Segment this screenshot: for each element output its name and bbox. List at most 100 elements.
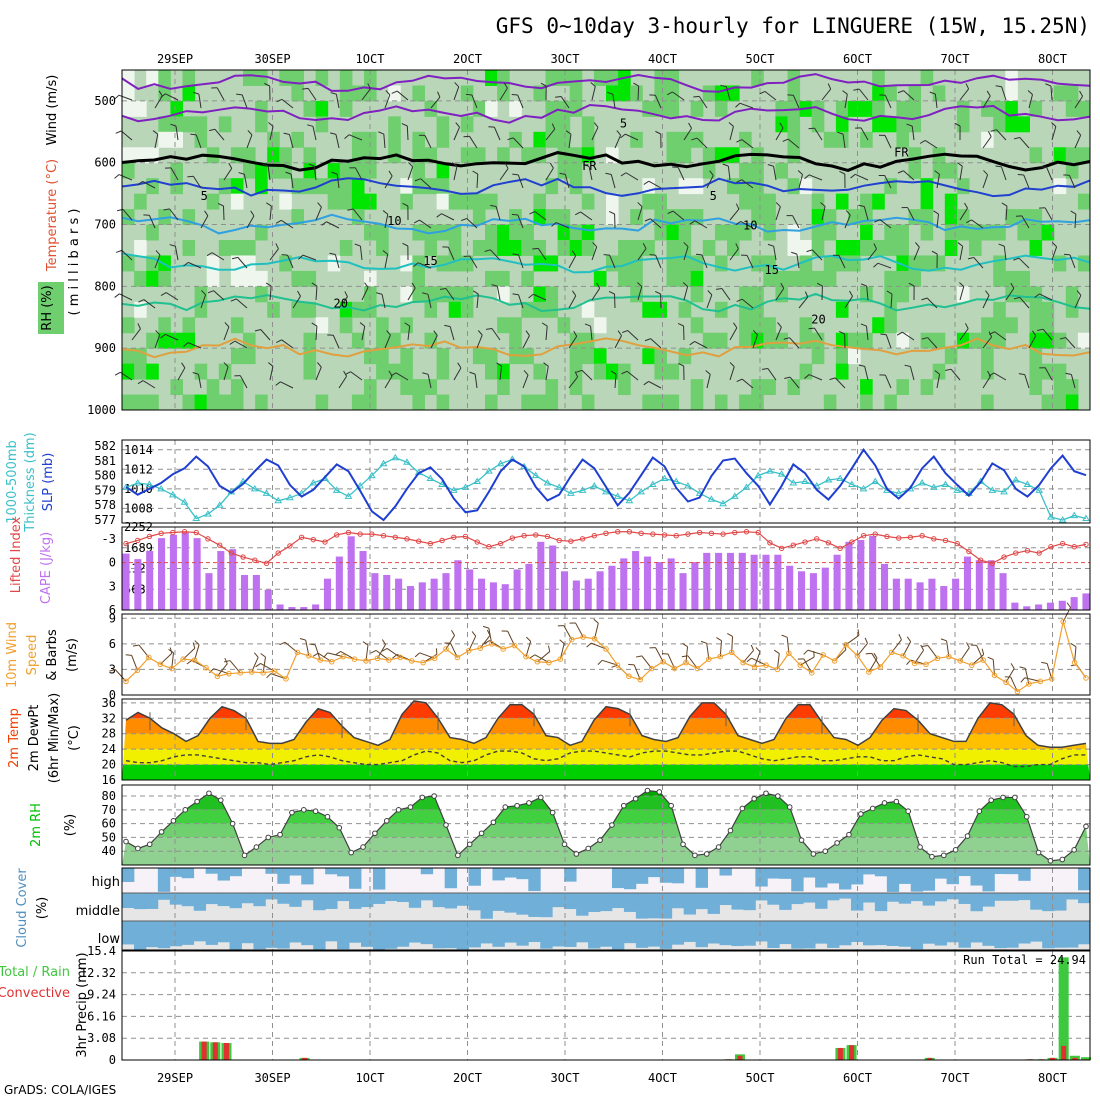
rh-cell (896, 100, 909, 117)
wind-barb-flag (655, 130, 661, 135)
wind-speed-marker (866, 669, 872, 675)
li-marker (533, 532, 539, 538)
rh-cell (775, 100, 788, 117)
wind-barb-staff (315, 206, 322, 221)
thickness-marker (286, 493, 294, 501)
wind-barb-flag (370, 649, 377, 654)
cloud-low-bar (958, 921, 971, 948)
li-tick-label: 6 (109, 603, 116, 617)
thickness-marker (801, 477, 809, 484)
cloud-mid-bar (994, 893, 1007, 901)
rh-cell (884, 286, 897, 303)
cloud-mid-bar (862, 893, 876, 903)
rh-cell (1005, 209, 1018, 226)
rh-cell (303, 178, 317, 195)
wind-barb-flag (540, 82, 547, 87)
wind-barb-flag (385, 90, 391, 96)
cloud-mid-bar (588, 893, 601, 912)
wind-speed-marker (454, 654, 461, 661)
thickness-marker (578, 486, 587, 493)
wind-barb-flag (966, 219, 972, 224)
wind-speed-marker (580, 634, 586, 640)
rh-cell (1029, 379, 1043, 396)
cloud-low-bar (540, 921, 553, 949)
rh-cell (569, 178, 583, 195)
rh-cell (787, 224, 801, 241)
wind-barb-flag (344, 291, 348, 298)
wind-barb-staff (773, 246, 777, 261)
rh-cell (993, 317, 1006, 334)
wind-barb-staff (407, 287, 416, 301)
rh-cell (956, 209, 970, 226)
cape-bar (205, 573, 213, 610)
rh-marker (668, 802, 674, 809)
li-marker (907, 534, 914, 540)
cloud-low-bar (516, 921, 529, 946)
wind-barb-staff (200, 215, 209, 229)
wind-barb-staff (352, 208, 363, 221)
wind-barb-flag (411, 282, 416, 289)
rh-cell (581, 301, 595, 318)
wind-barb-flag (783, 337, 790, 340)
wind-speed-line (125, 621, 1087, 693)
rh-marker (455, 852, 461, 859)
rh-cell (654, 363, 667, 380)
wind-barb-flag (736, 298, 743, 303)
thickness-marker (836, 474, 845, 482)
temp-tick-label: 28 (102, 727, 116, 741)
thickness-marker (1070, 511, 1079, 519)
wind-speed-marker (134, 667, 141, 674)
wind-barb-flag (682, 282, 688, 287)
wind-barb-staff (982, 95, 991, 109)
rh-cell (448, 240, 462, 256)
rh-cell (170, 332, 183, 349)
wind-barb-staff (1019, 297, 1030, 309)
cloud-high-bar (157, 868, 171, 892)
wind-speed-marker (363, 658, 369, 664)
wind-barb-staff (326, 221, 340, 229)
wind-barb-flag (404, 322, 410, 327)
cloud-mid-bar (516, 893, 529, 915)
wind-barb-staff (858, 88, 869, 101)
cape-bar (726, 552, 734, 610)
cloud-high-bar (492, 868, 505, 881)
li-tick-label: 3 (109, 579, 116, 593)
wind-barb-staff (959, 88, 970, 101)
li-marker (849, 539, 855, 545)
rh-cell (315, 317, 329, 334)
cloud-high-bar (671, 868, 685, 884)
wind-barb-staff (407, 166, 414, 181)
rh-marker (1023, 813, 1030, 820)
wind-barb-staff (729, 126, 734, 141)
rh-marker (526, 800, 532, 806)
wind-speed-marker (968, 662, 975, 668)
wind-barb-staff (903, 90, 915, 101)
wind-speed-marker (1071, 659, 1078, 666)
wind-barb-staff (909, 366, 915, 381)
thickness-marker (157, 484, 166, 492)
top-date-label: 2OCT (453, 52, 482, 66)
wind-speed-marker (1060, 618, 1066, 625)
wind-barb-staff (1005, 205, 1008, 221)
wind-barb-flag (920, 644, 925, 651)
cloud-mid-bar (325, 893, 338, 909)
wind-barb-staff (453, 166, 458, 181)
slp-tick-label: 1012 (124, 462, 153, 476)
rh-cell (884, 224, 897, 241)
rh-cell (981, 394, 994, 411)
rh-cell (364, 131, 377, 148)
wind-barb-flag (512, 173, 519, 176)
wind-barb-staff (683, 286, 689, 301)
wind-barb-staff (384, 214, 389, 229)
wind-barb-staff (706, 374, 711, 389)
wind-speed-marker (157, 661, 164, 668)
rh-cell (472, 193, 486, 210)
wind-barb-flag (266, 673, 272, 679)
cape-bar (762, 554, 770, 610)
rh-cell (339, 85, 353, 102)
wind-barb-staff (568, 336, 578, 349)
temp-tick-label: 32 (102, 711, 116, 725)
cloud-mid-bar (432, 893, 446, 908)
rh-cell (1029, 332, 1043, 349)
wind-speed-marker (351, 656, 358, 662)
